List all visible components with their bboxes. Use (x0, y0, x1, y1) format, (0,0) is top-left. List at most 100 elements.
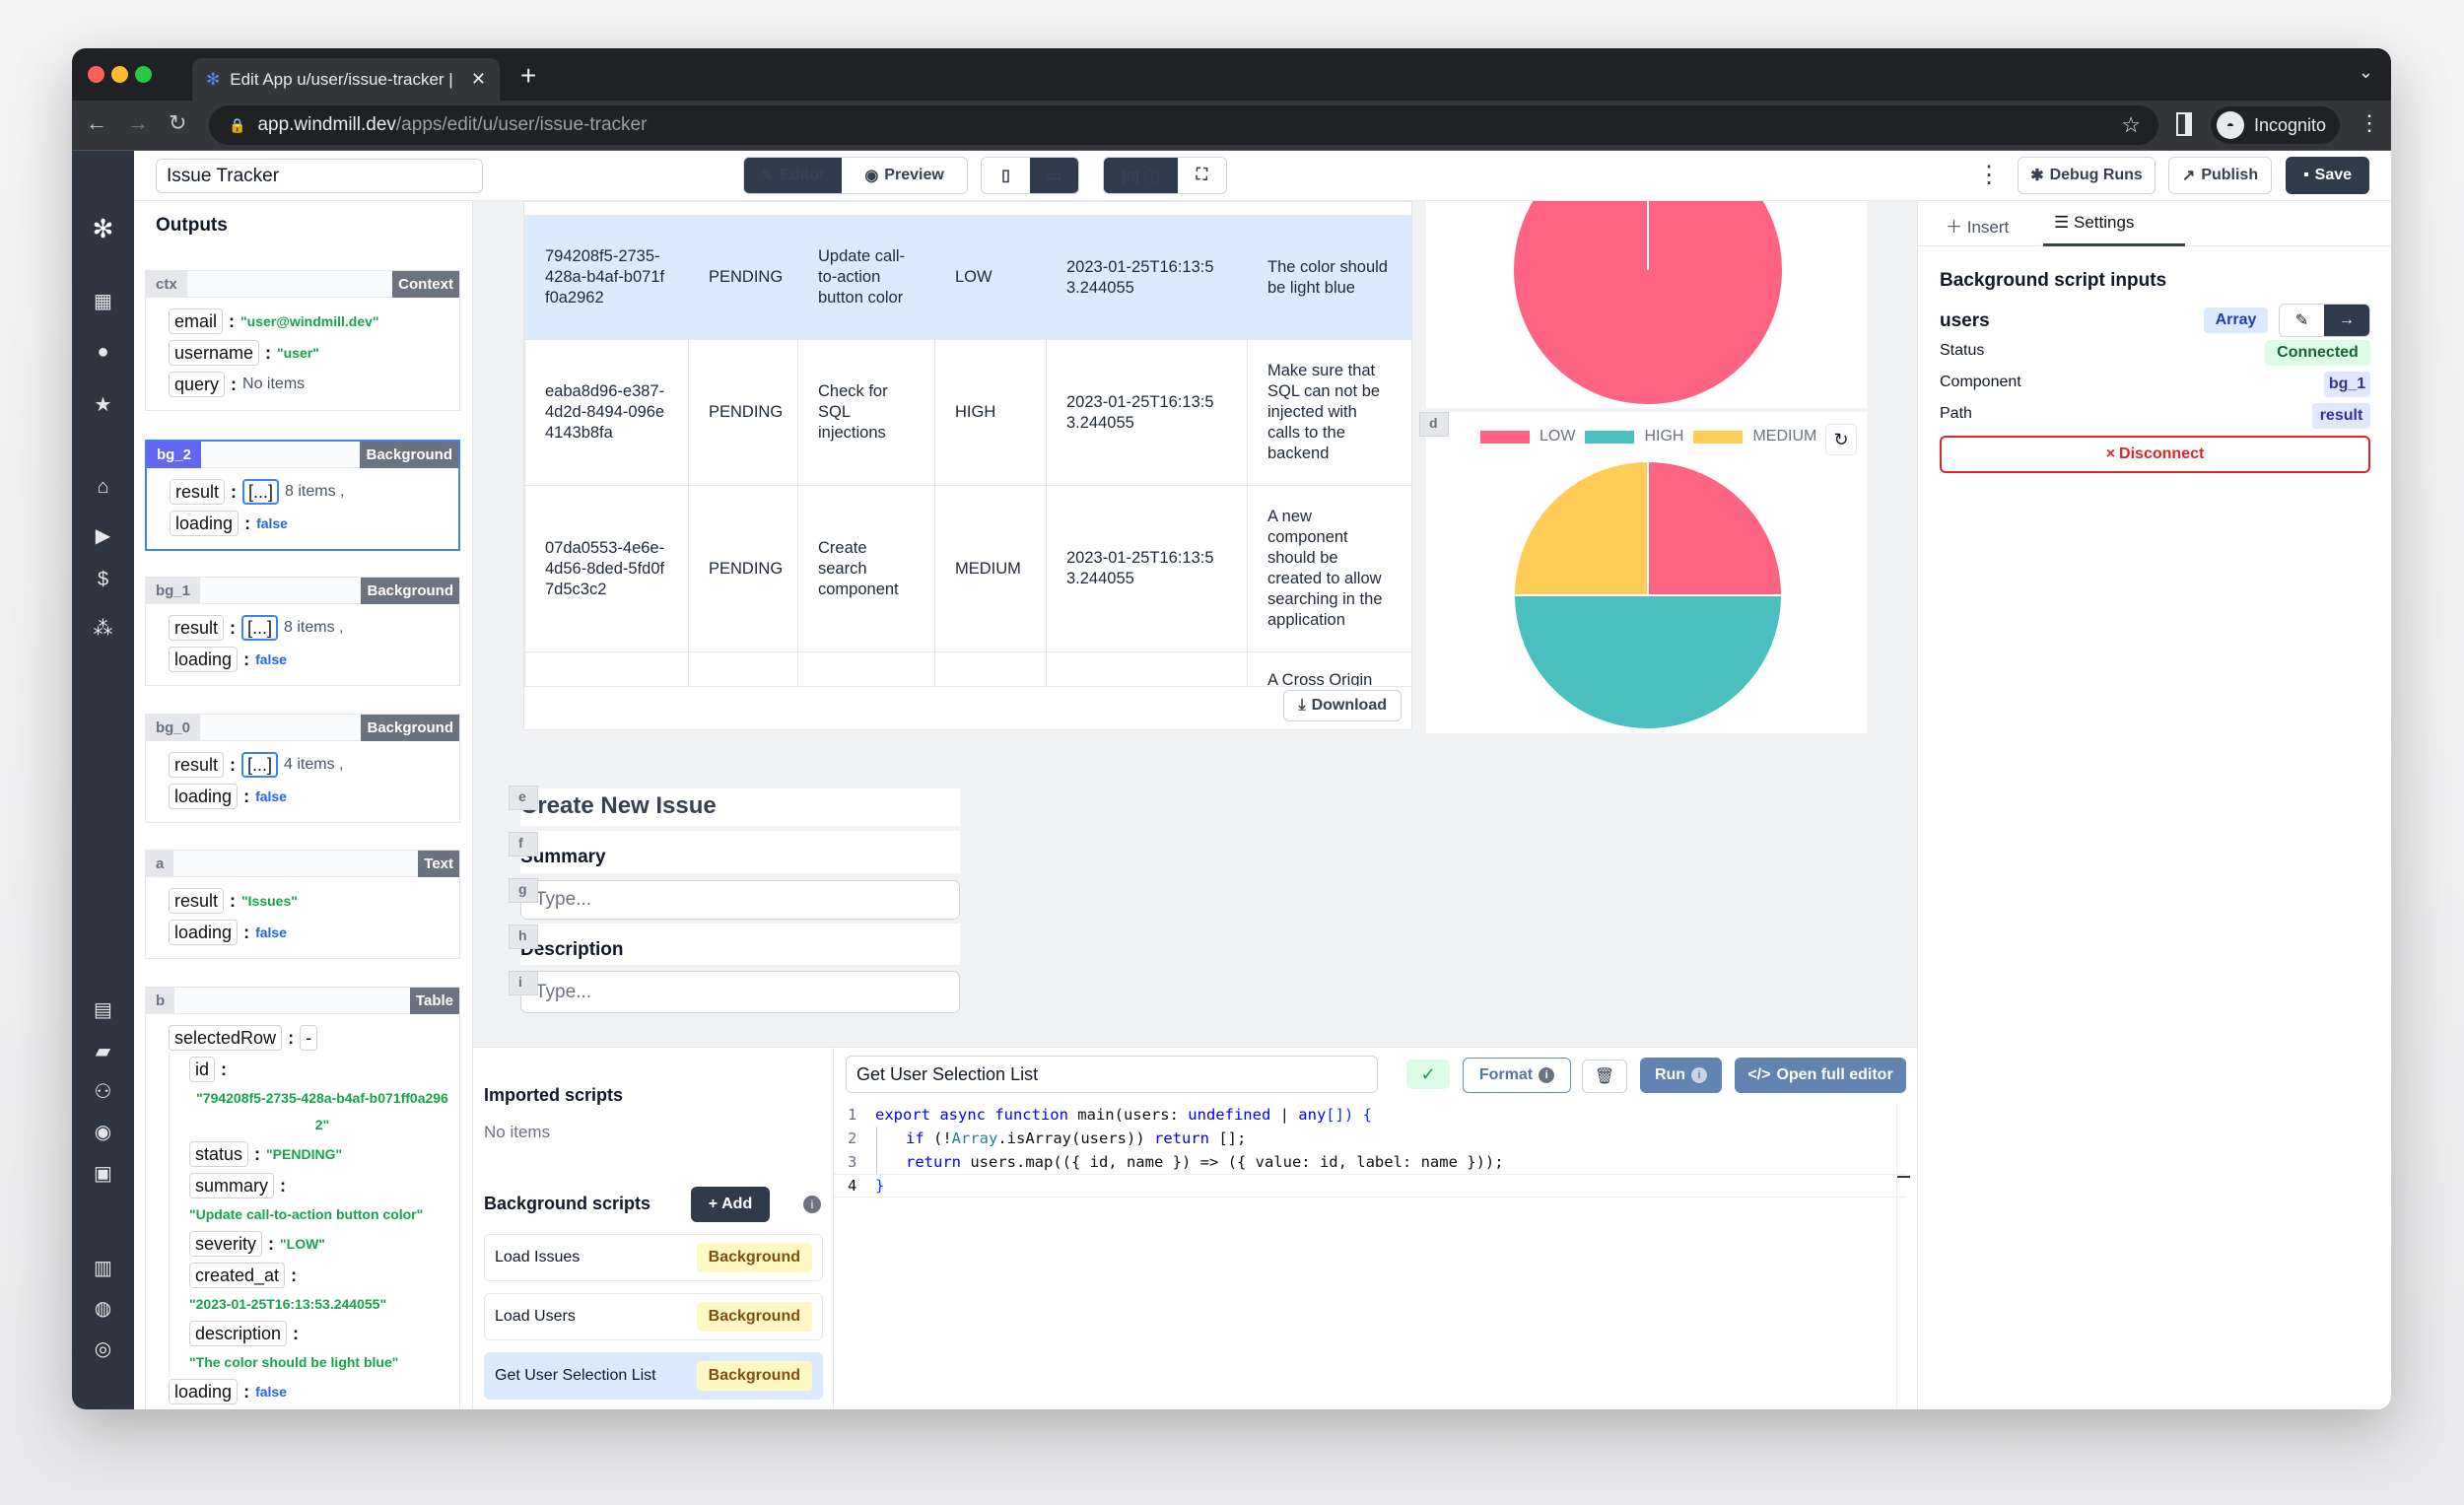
insert-tab[interactable]: ＋ Insert (1946, 213, 2009, 238)
reload-icon[interactable]: ↻ (169, 110, 187, 135)
edit-input-button[interactable]: ✎ (2280, 305, 2324, 336)
component-tag[interactable]: g (509, 878, 538, 903)
book-icon[interactable]: ▥ (94, 1258, 112, 1279)
add-script-button[interactable]: + Add (691, 1187, 770, 1222)
component-tag[interactable]: f (509, 832, 538, 856)
info-icon[interactable]: i (803, 1196, 821, 1213)
more-menu-icon[interactable]: ⋮ (1977, 162, 2001, 188)
user-icon[interactable]: ● (97, 341, 109, 363)
bookmark-star-icon[interactable]: ☆ (2121, 112, 2141, 137)
github-icon[interactable]: ◎ (94, 1338, 112, 1360)
expand-array-button[interactable]: [...] (241, 752, 279, 778)
output-key[interactable]: loading (169, 784, 239, 809)
close-tab-icon[interactable]: ✕ (470, 69, 486, 89)
output-key[interactable]: email (169, 308, 224, 334)
code-editor[interactable]: 1 export async function main(users: undef… (834, 1103, 1906, 1197)
debug-runs-button[interactable]: ✱ Debug Runs (2018, 157, 2156, 194)
output-key[interactable]: created_at (189, 1263, 286, 1288)
folder-icon[interactable]: ▰ (95, 1041, 111, 1062)
component-ids-button[interactable]: |0| ⓘ (1104, 158, 1178, 193)
editor-tab[interactable]: ✎ Editor (744, 158, 843, 193)
disconnect-button[interactable]: × Disconnect (1940, 436, 2370, 473)
run-button[interactable]: Run i (1640, 1058, 1722, 1093)
output-card-ctx[interactable]: ctx Context email: "user@windmill.dev" use… (145, 270, 460, 411)
forward-icon[interactable]: → (127, 110, 149, 135)
output-key[interactable]: status (189, 1141, 249, 1167)
table-row[interactable]: 794208f5-2735-428a-b4af-b071ff0a2962 PEND… (524, 215, 1411, 340)
component-tag[interactable]: e (509, 786, 538, 810)
windmill-logo-icon[interactable]: ✻ (92, 214, 114, 243)
component-tag[interactable]: d (1419, 412, 1449, 437)
pie-slice-high[interactable] (1512, 594, 1784, 730)
connect-input-button[interactable]: → (2324, 305, 2369, 336)
back-icon[interactable]: ← (86, 110, 107, 135)
editor-scrollbar[interactable] (1896, 1103, 1910, 1409)
side-panel-icon[interactable] (2176, 112, 2192, 136)
output-key[interactable]: summary (189, 1173, 275, 1198)
table-row[interactable]: 07da0553-4e6e-4d56-8ded-5fd0f7d5c3c2 PEND… (524, 485, 1411, 652)
mobile-view-button[interactable]: ▯ (1001, 168, 1010, 184)
output-key[interactable]: loading (169, 647, 239, 672)
output-key[interactable]: selectedRow (169, 1025, 283, 1051)
script-item-selected[interactable]: Get User Selection List Background (484, 1352, 823, 1400)
output-key[interactable]: username (169, 340, 260, 366)
url-bar[interactable]: 🔒 app.windmill.dev/apps/edit/u/user/issu… (209, 105, 2158, 145)
output-key[interactable]: severity (189, 1231, 263, 1257)
output-key[interactable]: description (189, 1321, 288, 1346)
tab-list-chevron-icon[interactable]: ⌄ (2358, 62, 2373, 82)
delete-script-button[interactable]: 🗑 (1582, 1060, 1627, 1093)
output-key[interactable]: result (169, 615, 225, 641)
output-card-bg-0[interactable]: bg_0 Background result: [...] 4 items , loa… (145, 714, 460, 823)
output-key[interactable]: result (170, 479, 226, 505)
output-key[interactable]: loading (169, 1379, 239, 1404)
save-button[interactable]: ▪ Save (2286, 157, 2369, 194)
home-icon[interactable]: ⌂ (97, 476, 109, 498)
settings-tab[interactable]: ☰ Settings (2054, 213, 2134, 233)
publish-button[interactable]: ↗ Publish (2168, 157, 2272, 194)
preview-tab[interactable]: ◉ Preview (842, 158, 967, 193)
dollar-icon[interactable]: $ (97, 569, 109, 590)
legend-label[interactable]: HIGH (1644, 428, 1684, 445)
pie-slice-0[interactable] (1512, 201, 1784, 406)
browser-tab[interactable]: ✻ Edit App u/user/issue-tracker | ✕ (192, 58, 500, 101)
output-card-a[interactable]: a Text result: "Issues" loading: false (145, 850, 460, 959)
minimize-window-button[interactable] (111, 66, 128, 83)
app-name-input[interactable]: Issue Tracker (156, 159, 483, 193)
desktop-view-button[interactable]: ▭ (1030, 158, 1078, 193)
output-key[interactable]: query (169, 372, 226, 397)
output-card-bg-1[interactable]: bg_1 Background result: [...] 8 items , loa… (145, 577, 460, 686)
summary-input[interactable]: Type... (520, 880, 960, 920)
output-key[interactable]: result (169, 752, 225, 778)
refresh-icon[interactable]: ↻ (1825, 424, 1857, 455)
cubes-icon[interactable]: ⁂ (93, 618, 113, 640)
collapse-toggle[interactable]: - (300, 1025, 318, 1051)
script-item[interactable]: Load Issues Background (484, 1234, 823, 1281)
output-key[interactable]: loading (170, 511, 240, 536)
dashboard-icon[interactable]: ▦ (94, 291, 112, 312)
play-icon[interactable]: ▶ (95, 525, 111, 547)
output-card-bg-2[interactable]: bg_2 Background result: [...] 8 items , loa… (145, 440, 460, 551)
users-icon[interactable]: ⚇ (94, 1081, 112, 1103)
output-card-b[interactable]: b Table selectedRow: - id: "794208f5-2735-… (145, 987, 460, 1409)
legend-label[interactable]: LOW (1540, 428, 1576, 445)
output-key[interactable]: id (189, 1057, 216, 1082)
calendar-icon[interactable]: ▤ (94, 999, 112, 1021)
new-tab-button[interactable]: + (520, 60, 537, 91)
fullscreen-button[interactable]: ⛶ (1196, 167, 1207, 183)
pie-slice-low[interactable] (1647, 459, 1784, 596)
table-row[interactable]: eaba8d96-e387-4d2d-8494-096e4143b8fa PEND… (524, 339, 1411, 486)
output-key[interactable]: loading (169, 920, 239, 945)
browser-menu-icon[interactable]: ⋮ (2359, 110, 2380, 135)
output-key[interactable]: result (169, 888, 225, 914)
expand-array-button[interactable]: [...] (241, 615, 279, 641)
expand-array-button[interactable]: [...] (242, 479, 280, 505)
discord-icon[interactable]: ◍ (94, 1298, 112, 1320)
format-button[interactable]: Format i (1463, 1058, 1571, 1093)
component-tag[interactable]: h (509, 924, 538, 949)
description-input[interactable]: Type... (520, 971, 960, 1013)
pie-slice-medium[interactable] (1512, 459, 1649, 596)
component-tag[interactable]: i (509, 971, 538, 995)
script-item[interactable]: Load Users Background (484, 1293, 823, 1340)
script-name-input[interactable]: Get User Selection List (846, 1056, 1378, 1093)
download-button[interactable]: ⤓ Download (1283, 690, 1402, 721)
